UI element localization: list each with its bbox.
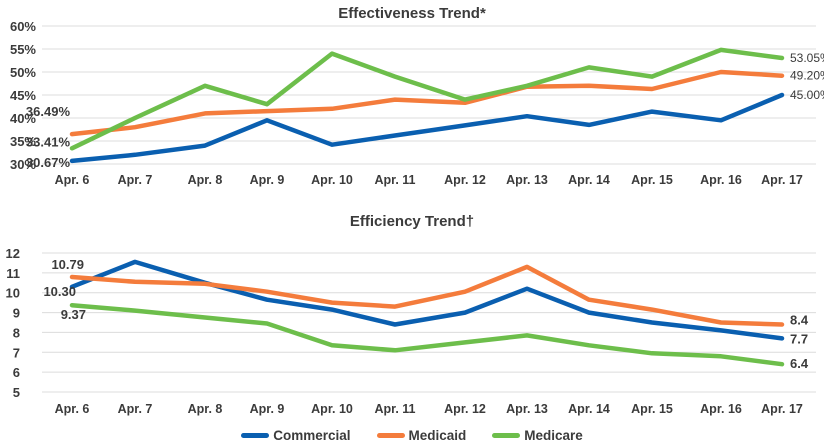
efficiency-data-label-medicare: 9.37 — [61, 307, 86, 322]
effectiveness-x-tick-label: Apr. 14 — [568, 173, 610, 187]
effectiveness-data-label-medicare: 33.41% — [26, 134, 71, 149]
effectiveness-x-tick-label: Apr. 13 — [506, 173, 548, 187]
efficiency-data-label-medicaid: 10.79 — [51, 257, 84, 272]
effectiveness-data-label-commercial: 30.67% — [26, 155, 71, 170]
efficiency-x-tick-label: Apr. 11 — [375, 402, 416, 416]
effectiveness-x-tick-label: Apr. 16 — [700, 173, 742, 187]
efficiency-x-tick-label: Apr. 10 — [311, 402, 353, 416]
effectiveness-y-tick-label: 55% — [10, 42, 36, 57]
efficiency-data-label-commercial: 7.7 — [790, 331, 808, 346]
efficiency-x-tick-label: Apr. 16 — [700, 402, 742, 416]
efficiency-x-tick-label: Apr. 8 — [188, 402, 223, 416]
efficiency-line-medicare — [69, 302, 785, 367]
efficiency-x-tick-label: Apr. 6 — [55, 402, 90, 416]
effectiveness-data-label-commercial: 45.00% — [790, 88, 824, 102]
efficiency-x-tick-label: Apr. 7 — [118, 402, 153, 416]
efficiency-x-tick-label: Apr. 9 — [250, 402, 285, 416]
effectiveness-y-tick-label: 45% — [10, 88, 36, 103]
efficiency-y-tick-label: 8 — [13, 325, 20, 340]
effectiveness-x-tick-label: Apr. 17 — [761, 173, 803, 187]
legend-label-commercial: Commercial — [273, 428, 351, 443]
efficiency-x-tick-label: Apr. 14 — [568, 402, 610, 416]
effectiveness-x-tick-label: Apr. 10 — [311, 173, 353, 187]
legend-item-commercial[interactable]: Commercial — [241, 428, 351, 443]
efficiency-y-tick-label: 12 — [6, 246, 20, 261]
efficiency-x-tick-label: Apr. 15 — [631, 402, 673, 416]
legend-swatch-medicare — [492, 433, 521, 438]
efficiency-y-tick-label: 7 — [13, 345, 20, 360]
effectiveness-y-tick-label: 60% — [10, 19, 36, 34]
efficiency-line-medicaid — [69, 264, 785, 327]
effectiveness-data-label-medicaid: 49.20% — [790, 69, 824, 83]
effectiveness-y-tick-label: 35% — [10, 134, 36, 149]
efficiency-x-tick-label: Apr. 13 — [506, 402, 548, 416]
effectiveness-data-label-medicaid: 36.49% — [26, 104, 71, 119]
legend-swatch-commercial — [241, 433, 270, 438]
effectiveness-y-tick-label: 40% — [10, 111, 36, 126]
efficiency-y-tick-label: 6 — [13, 365, 20, 380]
effectiveness-line-commercial — [69, 92, 785, 164]
legend-swatch-medicaid — [376, 433, 405, 438]
effectiveness-x-tick-label: Apr. 11 — [375, 173, 416, 187]
effectiveness-x-tick-label: Apr. 15 — [631, 173, 673, 187]
efficiency-x-tick-label: Apr. 12 — [444, 402, 486, 416]
effectiveness-chart-title: Effectiveness Trend* — [338, 5, 486, 22]
legend-item-medicaid[interactable]: Medicaid — [376, 428, 467, 443]
efficiency-y-tick-label: 9 — [13, 306, 20, 321]
efficiency-x-tick-label: Apr. 17 — [761, 402, 803, 416]
effectiveness-x-tick-label: Apr. 12 — [444, 173, 486, 187]
effectiveness-line-medicare — [69, 47, 785, 151]
effectiveness-x-tick-label: Apr. 8 — [188, 173, 223, 187]
effectiveness-x-tick-label: Apr. 6 — [55, 173, 90, 187]
efficiency-data-label-medicaid: 8.4 — [790, 312, 809, 327]
efficiency-y-tick-label: 10 — [6, 286, 20, 301]
effectiveness-x-tick-label: Apr. 9 — [250, 173, 285, 187]
legend: Commercial Medicaid Medicare — [0, 428, 824, 443]
efficiency-chart-title: Efficiency Trend† — [350, 213, 474, 230]
efficiency-data-label-medicare: 6.4 — [790, 356, 809, 371]
legend-label-medicare: Medicare — [524, 428, 583, 443]
efficiency-y-tick-label: 11 — [6, 266, 20, 281]
effectiveness-y-tick-label: 50% — [10, 65, 36, 80]
efficiency-line-commercial — [69, 259, 785, 341]
effectiveness-y-tick-label: 30% — [10, 157, 36, 172]
efficiency-data-label-commercial: 10.30 — [43, 284, 76, 299]
effectiveness-x-tick-label: Apr. 7 — [118, 173, 153, 187]
efficiency-y-tick-label: 5 — [13, 385, 20, 400]
effectiveness-line-medicaid — [69, 69, 785, 137]
legend-item-medicare[interactable]: Medicare — [492, 428, 583, 443]
legend-label-medicaid: Medicaid — [408, 428, 467, 443]
effectiveness-data-label-medicare: 53.05% — [790, 51, 824, 65]
